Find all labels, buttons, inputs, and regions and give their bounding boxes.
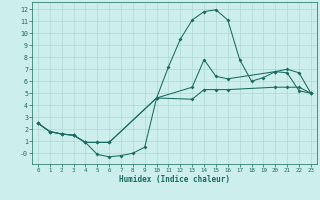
X-axis label: Humidex (Indice chaleur): Humidex (Indice chaleur)	[119, 175, 230, 184]
